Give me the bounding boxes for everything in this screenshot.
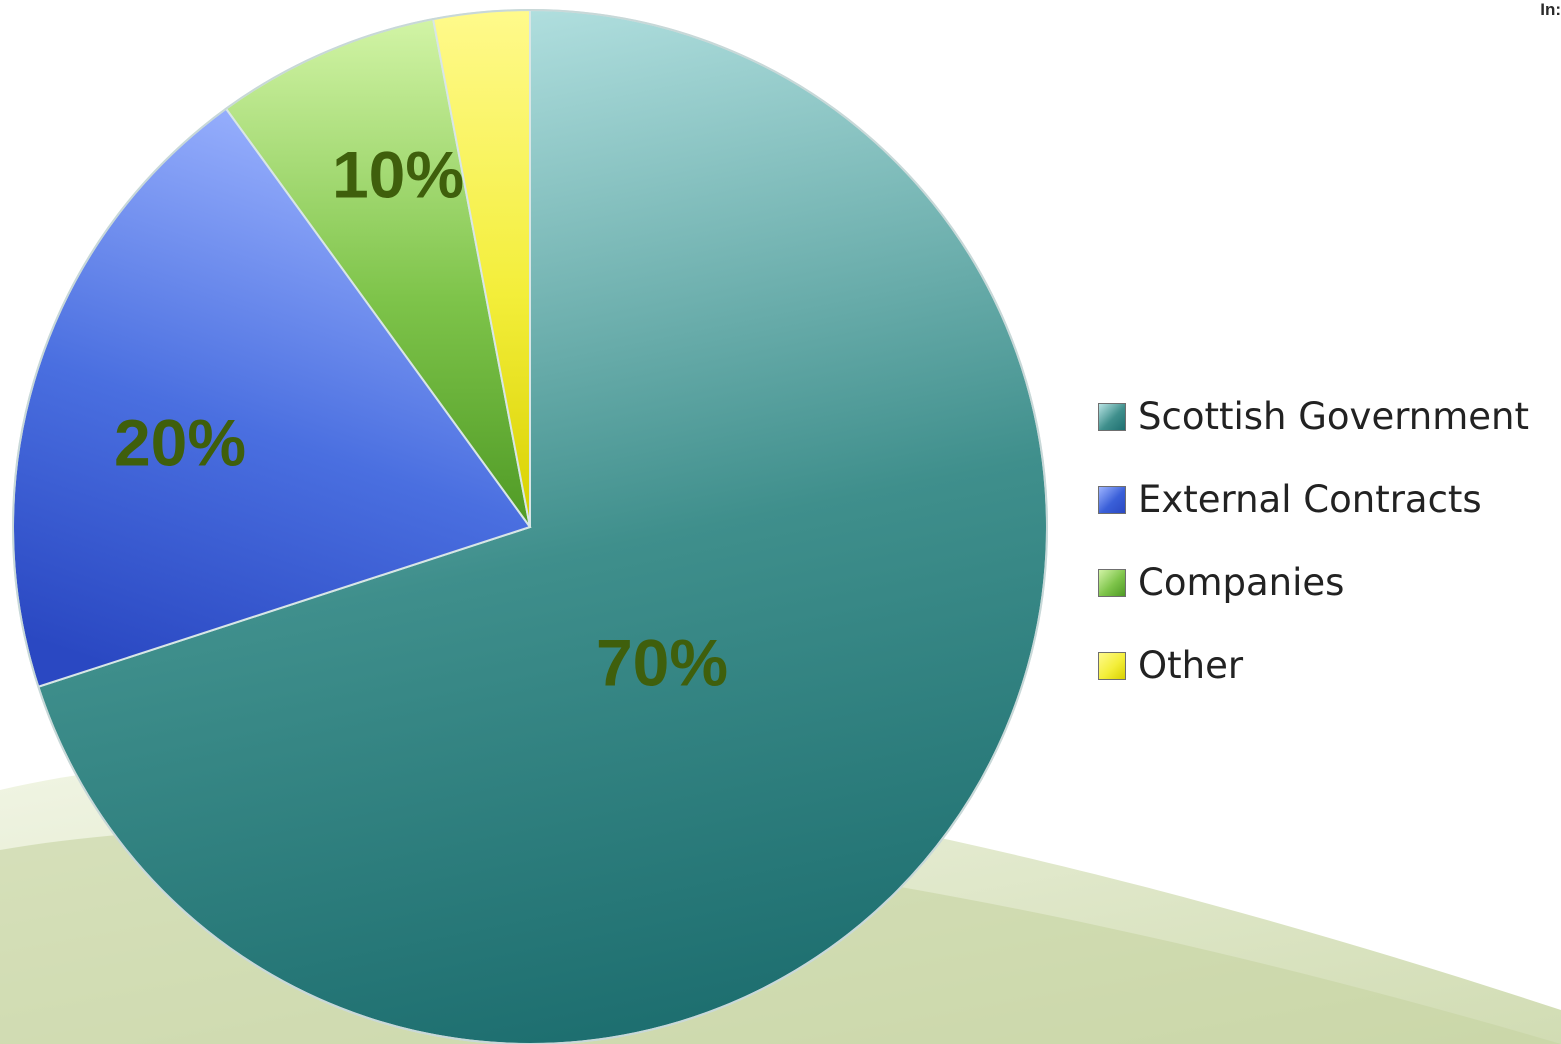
legend-swatch-scottish-government	[1098, 402, 1126, 431]
data-label-external-contracts: 20%	[114, 405, 246, 479]
legend-swatch-other	[1098, 651, 1126, 680]
legend-item-companies: Companies	[1098, 541, 1529, 624]
legend-swatch-external-contracts	[1098, 485, 1126, 514]
legend-label-external-contracts: External Contracts	[1138, 478, 1482, 521]
legend-label-scottish-government: Scottish Government	[1138, 395, 1529, 438]
legend-swatch-companies	[1098, 568, 1126, 597]
pie-rim	[12, 9, 1048, 1044]
legend-item-external-contracts: External Contracts	[1098, 458, 1529, 541]
legend-label-companies: Companies	[1138, 561, 1345, 604]
legend-item-scottish-government: Scottish Government	[1098, 375, 1529, 458]
legend-label-other: Other	[1138, 644, 1244, 687]
chart-legend: Scottish Government External Contracts C…	[1098, 375, 1529, 707]
data-label-companies: 10%	[332, 137, 464, 211]
data-label-scottish-government: 70%	[596, 625, 728, 699]
legend-item-other: Other	[1098, 624, 1529, 707]
corner-text: In:	[1540, 0, 1561, 19]
